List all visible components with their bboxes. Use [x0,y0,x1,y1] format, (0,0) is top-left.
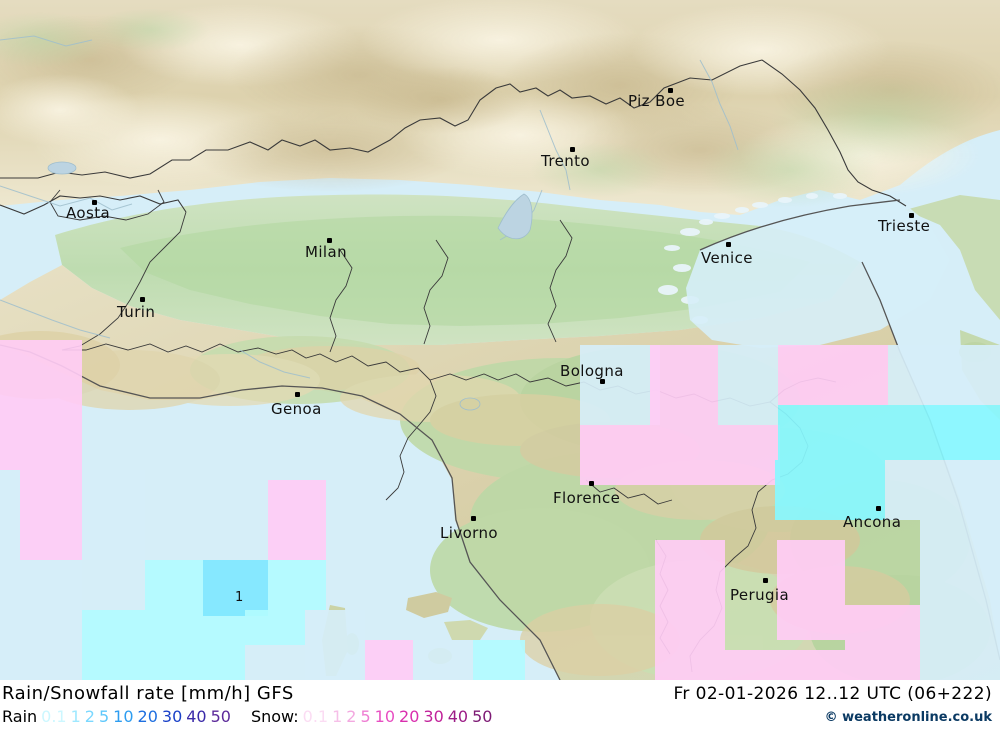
city-marker-dot [763,578,768,583]
island-small-1 [444,620,488,640]
valid-datetime: Fr 02-01-2026 12..12 UTC (06+222) [673,684,992,704]
rain-legend-value-10: 10 [113,707,134,726]
alpine-valleys [0,8,990,208]
city-label-trieste: Trieste [878,217,931,235]
city-label-turin: Turin [117,303,156,321]
city-label-milan: Milan [305,243,347,261]
city-label-perugia: Perugia [730,586,790,604]
city-marker-dot [471,516,476,521]
city-marker-dot [295,392,300,397]
city-marker-dot [668,88,673,93]
rivers [0,35,739,379]
city-label-venice: Venice [701,249,753,267]
city-marker-dot [726,242,731,247]
rain-legend-value-30: 30 [161,707,183,726]
city-label-livorno: Livorno [440,524,498,542]
city-label-aosta: Aosta [66,204,111,222]
rain-legend-values: 0.1 1 2 5 10 20 30 40 50 [41,707,235,726]
rain-legend-value-2: 2 [84,707,95,726]
island-elba [406,592,452,618]
city-marker-dot [909,213,914,218]
map-canvas[interactable]: 1 Piz Boe Trento Trieste Aosta Milan Venice Tu… [0,0,1000,680]
istria-landmass [905,195,1000,320]
city-label-piz-boe: Piz Boe [628,92,686,110]
city-marker-dot [140,297,145,302]
city-label-genoa: Genoa [271,400,322,418]
city-marker-dot [876,506,881,511]
snow-legend-value-30: 30 [423,707,444,726]
city-marker-dot [327,238,332,243]
rain-legend-value-5: 5 [98,707,110,726]
chart-title: Rain/Snowfall rate [mm/h] GFS [2,683,294,704]
snow-legend-value-10: 10 [374,707,396,726]
city-label-ancona: Ancona [843,513,902,531]
city-marker-dot [570,147,575,152]
rain-legend-value-20: 20 [137,707,158,726]
lakes [47,161,533,411]
dalmatian-island [959,342,991,362]
national-borders [0,59,907,215]
po-plain-core [120,215,810,326]
rain-legend-value-0.1: 0.1 [41,707,67,726]
snow-legend-value-2: 2 [346,707,357,726]
snow-legend-values: 0.1 1 2 5 10 20 30 40 50 [303,707,497,726]
rain-legend-value-50: 50 [210,707,231,726]
city-label-florence: Florence [553,489,621,507]
city-marker-dot [589,481,594,486]
rain-legend-value-1: 1 [70,707,81,726]
snow-legend-value-50: 50 [472,707,493,726]
snow-legend-value-0.1: 0.1 [302,707,329,726]
footer-bar: Rain/Snowfall rate [mm/h] GFS Fr 02-01-2… [0,680,1000,733]
copyright-notice: © weatheronline.co.uk [824,710,992,725]
city-marker-dot [92,200,97,205]
rain-legend-label: Rain [2,707,38,726]
snow-legend-label: Snow: [250,707,299,726]
city-marker-dot [600,379,605,384]
snow-legend-value-20: 20 [399,707,420,726]
terrain-layer [0,0,1000,680]
snow-legend-value-40: 40 [447,707,469,726]
snow-legend-value-5: 5 [360,707,371,726]
island-small-2 [428,648,452,664]
rain-legend-value-40: 40 [186,707,207,726]
legend-scale-row: Rain 0.1 1 2 5 10 20 30 40 50 Snow: 0.1 1 2 5 10 20 30 40 5… [2,707,496,726]
city-label-trento: Trento [541,152,590,170]
city-label-bologna: Bologna [560,362,624,380]
snow-legend-value-1: 1 [332,707,343,726]
